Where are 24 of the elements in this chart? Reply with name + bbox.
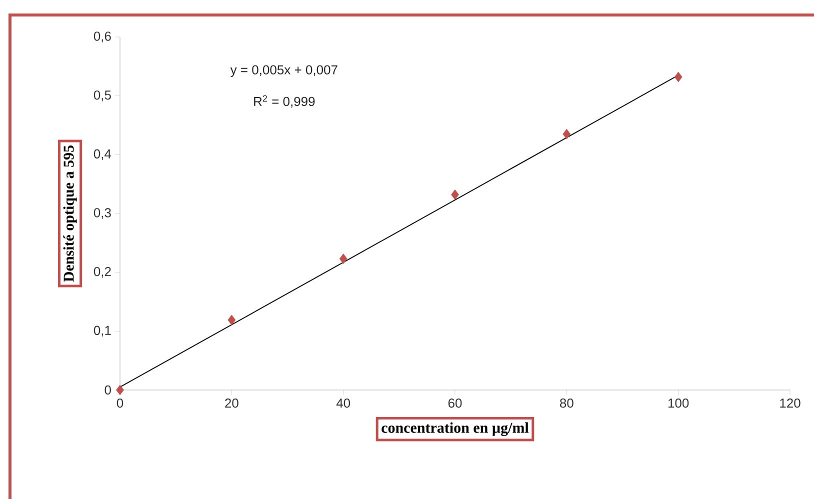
x-tick-label: 0 [116, 398, 124, 408]
x-tick-label: 60 [448, 398, 462, 408]
y-tick-label: 0,2 [94, 266, 111, 278]
x-axis-title: concentration en µg/ml [382, 422, 529, 436]
y-tick-label: 0,4 [94, 149, 112, 160]
point [674, 72, 682, 82]
point [228, 314, 236, 326]
point [116, 384, 124, 396]
point [339, 254, 348, 264]
y-tick-label: 0,6 [94, 32, 111, 42]
y-tick-label: 0,5 [94, 90, 111, 102]
annotation: R$^{2}$ = 0,999 [254, 95, 315, 108]
y-tick-label: 0,1 [94, 326, 111, 337]
x-tick-label: 20 [225, 398, 238, 408]
x-tick-label: 120 [780, 398, 800, 408]
point [451, 189, 459, 200]
y-tick-label: 0 [104, 385, 111, 395]
y-tick-label: 0,3 [94, 208, 111, 219]
point [562, 128, 571, 140]
y-axis-title: Densité optique a 595 [63, 146, 77, 282]
x-tick-label: 40 [336, 398, 350, 408]
x-tick-label: 100 [668, 398, 689, 408]
x-tick-label: 80 [560, 398, 574, 408]
annotation: y = 0,005x + 0,007 [230, 65, 338, 78]
